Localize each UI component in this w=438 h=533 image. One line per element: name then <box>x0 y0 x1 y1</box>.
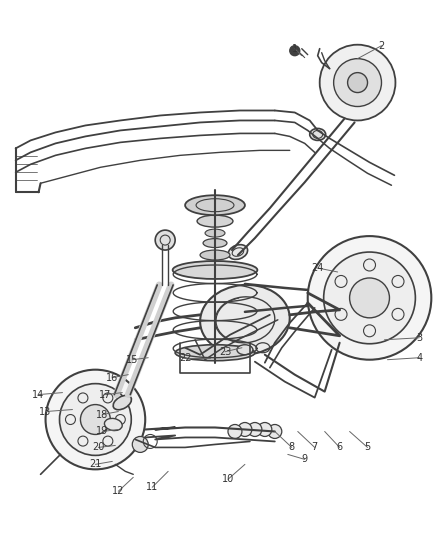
Circle shape <box>323 252 414 344</box>
Ellipse shape <box>172 261 257 279</box>
Circle shape <box>46 370 145 470</box>
Ellipse shape <box>113 395 131 410</box>
Ellipse shape <box>203 239 226 247</box>
Circle shape <box>155 230 175 250</box>
Ellipse shape <box>200 285 289 355</box>
Text: 1: 1 <box>291 44 297 54</box>
Ellipse shape <box>104 418 122 431</box>
Text: 19: 19 <box>96 426 108 437</box>
Circle shape <box>132 437 148 453</box>
Circle shape <box>227 424 241 439</box>
Text: 18: 18 <box>96 409 108 419</box>
Text: 17: 17 <box>99 390 111 400</box>
Text: 15: 15 <box>126 354 138 365</box>
Circle shape <box>267 424 281 439</box>
Circle shape <box>247 423 261 437</box>
Circle shape <box>60 384 131 455</box>
Ellipse shape <box>309 128 325 140</box>
Circle shape <box>237 423 251 437</box>
Text: 7: 7 <box>311 442 317 453</box>
Text: 14: 14 <box>32 390 45 400</box>
Text: 5: 5 <box>364 442 370 453</box>
Text: 4: 4 <box>415 353 421 363</box>
Circle shape <box>307 236 431 360</box>
Ellipse shape <box>205 229 224 237</box>
Text: 2: 2 <box>378 41 384 51</box>
Text: 3: 3 <box>415 333 421 343</box>
Text: 20: 20 <box>92 442 104 453</box>
Text: 6: 6 <box>336 442 342 453</box>
Circle shape <box>257 423 271 437</box>
Ellipse shape <box>175 345 254 361</box>
Text: 12: 12 <box>112 486 124 496</box>
Ellipse shape <box>185 195 244 215</box>
Circle shape <box>347 72 367 93</box>
Text: 10: 10 <box>221 474 233 484</box>
Circle shape <box>80 405 110 434</box>
Text: 16: 16 <box>106 373 118 383</box>
Circle shape <box>349 278 389 318</box>
Text: 21: 21 <box>89 459 101 470</box>
Text: 11: 11 <box>146 482 158 492</box>
Circle shape <box>319 45 395 120</box>
Circle shape <box>289 46 299 55</box>
Ellipse shape <box>197 215 233 227</box>
Circle shape <box>333 59 381 107</box>
Text: 22: 22 <box>178 353 191 363</box>
Text: 23: 23 <box>218 347 231 357</box>
Text: 24: 24 <box>311 263 323 273</box>
Text: 13: 13 <box>39 407 52 417</box>
Ellipse shape <box>200 250 230 260</box>
Text: 9: 9 <box>301 455 307 464</box>
Text: 8: 8 <box>288 442 294 453</box>
Ellipse shape <box>237 345 252 355</box>
Ellipse shape <box>228 245 247 260</box>
